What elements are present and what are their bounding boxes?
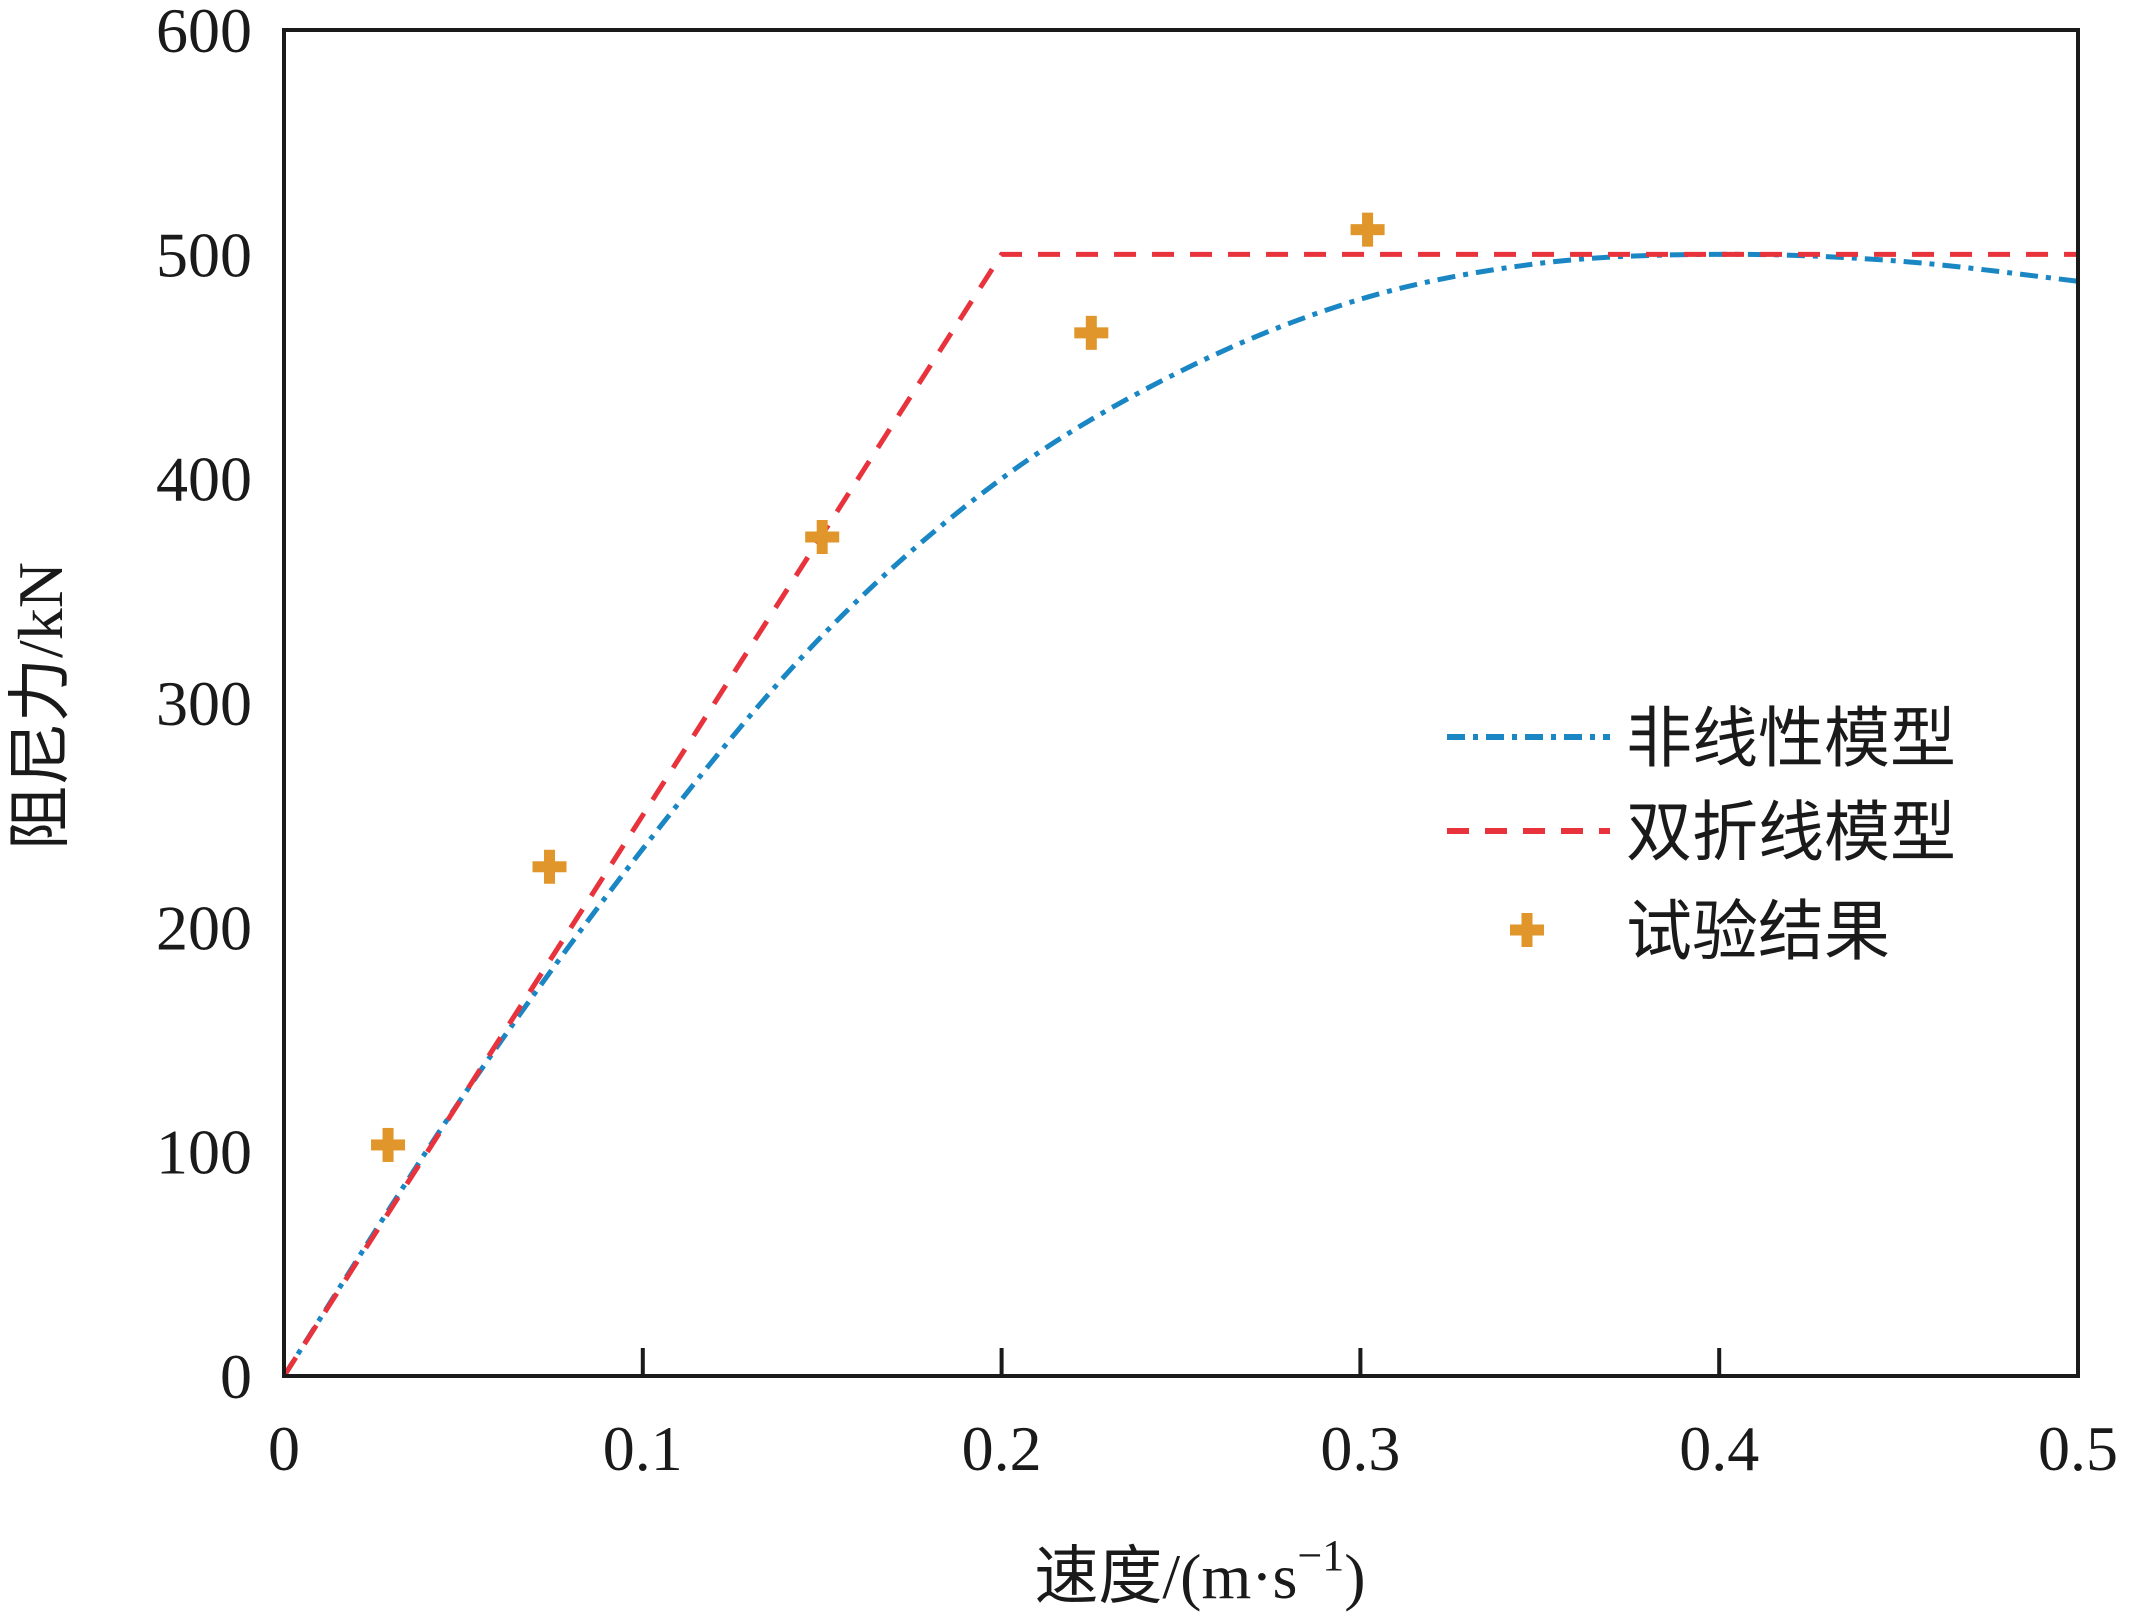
x-tick-label: 0 (268, 1413, 300, 1484)
data-point (805, 519, 840, 554)
x-tick-label: 0.5 (2038, 1413, 2118, 1484)
x-axis: 0 0.1 0.2 0.3 0.4 0.5 (268, 1348, 2118, 1484)
y-tick-label: 400 (156, 444, 252, 515)
x-axis-label: 速度/(m·s−1) (1034, 1531, 1365, 1612)
legend-marker (1510, 913, 1544, 947)
x-tick-label: 0.1 (603, 1413, 683, 1484)
y-axis-label: 阻尼力/kN (5, 562, 76, 850)
y-tick-label: 300 (156, 668, 252, 739)
y-tick-label: 100 (156, 1117, 252, 1188)
plot-marks (281, 212, 2079, 1378)
y-tick-label: 500 (156, 219, 252, 290)
y-tick-label: 0 (220, 1341, 252, 1412)
data-point (532, 849, 567, 884)
series-line-1 (281, 251, 2078, 1378)
plot-frame (282, 28, 2080, 1378)
x-tick-label: 0.4 (1679, 1413, 1759, 1484)
data-point (1350, 212, 1385, 247)
legend-label: 试验结果 (1626, 893, 1890, 970)
series-line-0 (281, 251, 2079, 1378)
data-point (371, 1127, 406, 1162)
legend-label: 双折线模型 (1626, 794, 1956, 871)
y-tick-label: 600 (156, 0, 252, 66)
y-tick-label: 200 (156, 892, 252, 963)
y-axis: 0 100 200 300 400 500 600 (156, 0, 252, 1412)
x-tick-label: 0.2 (962, 1413, 1042, 1484)
data-point (1074, 315, 1109, 350)
legend-label: 非线性模型 (1626, 700, 1956, 777)
x-tick-label: 0.3 (1320, 1413, 1400, 1484)
